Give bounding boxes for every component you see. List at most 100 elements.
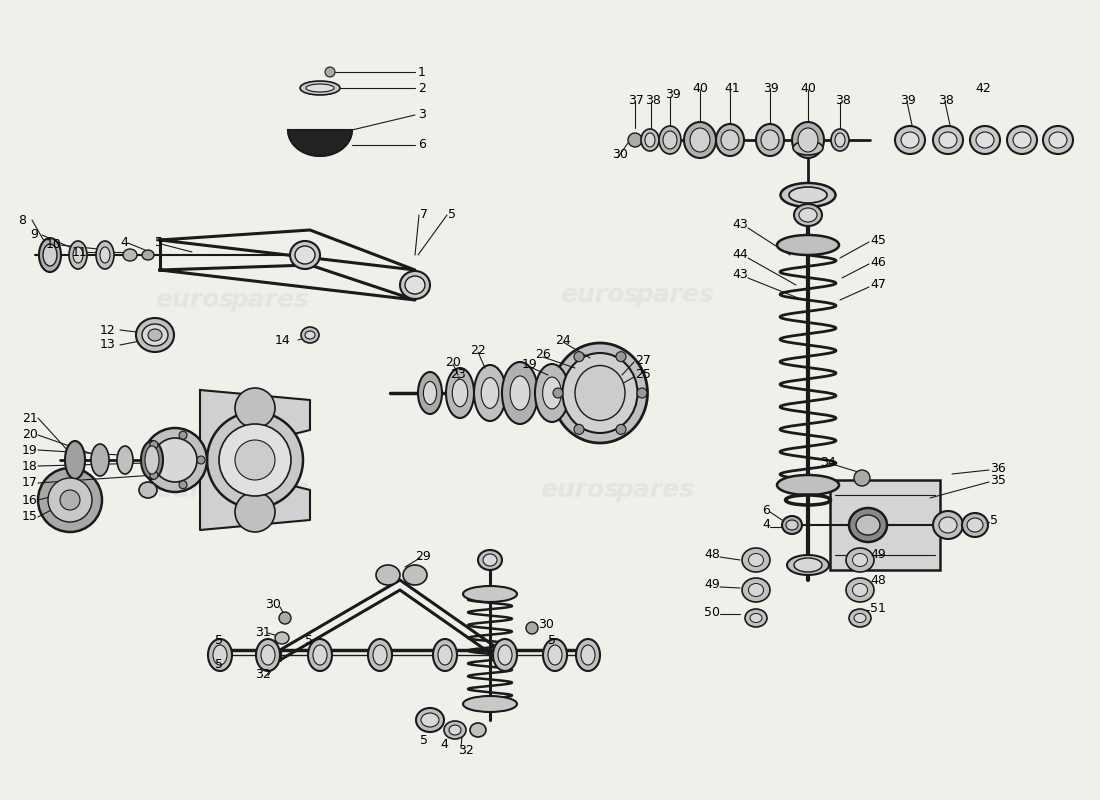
Text: 23: 23 <box>450 369 465 382</box>
Text: 30: 30 <box>265 598 280 611</box>
Circle shape <box>143 428 207 492</box>
Text: 22: 22 <box>470 343 486 357</box>
Text: pares: pares <box>635 283 714 307</box>
Text: 32: 32 <box>255 669 271 682</box>
Ellipse shape <box>498 645 512 665</box>
Ellipse shape <box>421 713 439 727</box>
Ellipse shape <box>256 639 280 671</box>
Text: 5: 5 <box>214 658 223 671</box>
Text: 15: 15 <box>22 510 37 523</box>
Ellipse shape <box>123 249 138 261</box>
Ellipse shape <box>400 271 430 299</box>
Ellipse shape <box>748 583 763 597</box>
Text: euros: euros <box>540 478 619 502</box>
Text: 12: 12 <box>100 323 116 337</box>
Text: 5: 5 <box>214 634 223 646</box>
Text: 4: 4 <box>762 518 770 531</box>
Circle shape <box>39 468 102 532</box>
Ellipse shape <box>852 554 868 566</box>
Ellipse shape <box>424 382 437 405</box>
Text: 9: 9 <box>30 229 37 242</box>
Circle shape <box>279 612 292 624</box>
Circle shape <box>150 471 158 479</box>
Ellipse shape <box>446 368 474 418</box>
Text: 2: 2 <box>418 82 426 94</box>
Text: 8: 8 <box>18 214 26 226</box>
Ellipse shape <box>781 183 836 207</box>
Ellipse shape <box>136 318 174 352</box>
Text: 50: 50 <box>704 606 720 618</box>
Text: 4: 4 <box>120 237 128 250</box>
Circle shape <box>854 470 870 486</box>
Circle shape <box>60 490 80 510</box>
Ellipse shape <box>463 586 517 602</box>
Ellipse shape <box>314 645 327 665</box>
Circle shape <box>553 388 563 398</box>
Ellipse shape <box>792 122 824 158</box>
Ellipse shape <box>720 130 739 150</box>
Text: 36: 36 <box>990 462 1005 474</box>
Ellipse shape <box>799 208 817 222</box>
Ellipse shape <box>452 379 468 406</box>
Ellipse shape <box>641 129 659 151</box>
Ellipse shape <box>43 244 57 266</box>
Circle shape <box>324 67 336 77</box>
Text: pares: pares <box>615 478 694 502</box>
Ellipse shape <box>1049 132 1067 148</box>
Text: 14: 14 <box>275 334 290 346</box>
Ellipse shape <box>405 276 425 294</box>
Ellipse shape <box>786 520 798 530</box>
Text: 32: 32 <box>458 743 474 757</box>
Ellipse shape <box>416 708 444 732</box>
Text: 40: 40 <box>800 82 816 94</box>
Text: 48: 48 <box>870 574 886 586</box>
Ellipse shape <box>970 126 1000 154</box>
Text: 46: 46 <box>870 255 886 269</box>
Ellipse shape <box>433 639 456 671</box>
Ellipse shape <box>1043 126 1072 154</box>
Text: 17: 17 <box>22 477 37 490</box>
Ellipse shape <box>933 511 962 539</box>
Text: 5: 5 <box>448 209 456 222</box>
Ellipse shape <box>854 614 866 622</box>
Text: 39: 39 <box>666 89 681 102</box>
Text: 45: 45 <box>870 234 886 246</box>
Text: 43: 43 <box>733 218 748 231</box>
Text: 1: 1 <box>418 66 426 78</box>
Ellipse shape <box>542 377 561 409</box>
Ellipse shape <box>91 444 109 476</box>
Ellipse shape <box>967 518 983 532</box>
Text: 38: 38 <box>938 94 954 106</box>
Ellipse shape <box>1013 132 1031 148</box>
Ellipse shape <box>849 508 887 542</box>
Circle shape <box>48 478 92 522</box>
Text: 41: 41 <box>724 82 739 94</box>
Ellipse shape <box>856 515 880 535</box>
Ellipse shape <box>830 129 849 151</box>
Ellipse shape <box>690 128 710 152</box>
Ellipse shape <box>761 130 779 150</box>
Ellipse shape <box>846 548 874 572</box>
Circle shape <box>574 352 584 362</box>
Text: 30: 30 <box>538 618 554 631</box>
Ellipse shape <box>794 558 822 572</box>
Text: 40: 40 <box>692 82 708 94</box>
Ellipse shape <box>463 696 517 712</box>
Ellipse shape <box>645 133 654 147</box>
Text: euros: euros <box>155 288 234 312</box>
Text: 39: 39 <box>763 82 779 94</box>
Ellipse shape <box>789 187 827 203</box>
Ellipse shape <box>474 365 506 421</box>
Ellipse shape <box>39 238 60 272</box>
Ellipse shape <box>852 583 868 597</box>
Text: 48: 48 <box>704 549 720 562</box>
Text: 19: 19 <box>522 358 538 371</box>
Ellipse shape <box>470 723 486 737</box>
Text: 35: 35 <box>990 474 1005 486</box>
Ellipse shape <box>794 204 822 226</box>
Ellipse shape <box>481 378 498 408</box>
Ellipse shape <box>777 235 839 255</box>
Ellipse shape <box>376 565 400 585</box>
Ellipse shape <box>742 548 770 572</box>
Ellipse shape <box>939 517 957 533</box>
